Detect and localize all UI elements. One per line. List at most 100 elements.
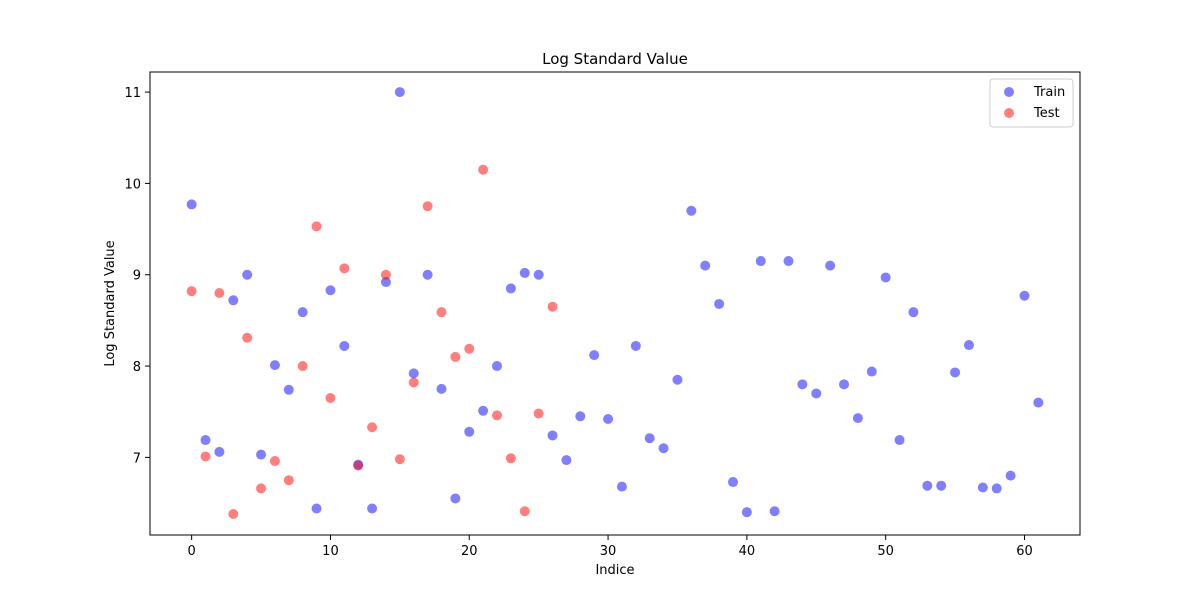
x-axis-label: Indice [595,563,634,578]
x-tick-label: 10 [322,544,339,559]
point-train-47 [839,379,850,390]
x-tick-label: 40 [739,544,756,559]
point-train-4 [242,269,253,280]
point-train-50 [880,272,891,283]
point-test-17 [422,201,433,212]
point-train-45 [811,388,822,399]
legend-label-train: Train [1033,85,1065,100]
point-test-5 [256,483,267,494]
point-train-43 [783,256,794,267]
point-train-11 [339,340,350,351]
point-train-25 [533,269,544,280]
point-test-25 [533,408,544,419]
point-test-7 [283,475,294,486]
y-tick-label: 11 [124,86,141,101]
point-test-20 [464,343,475,354]
point-test-18 [436,307,447,318]
point-test-11 [339,263,350,274]
points-layer [186,87,1044,519]
point-train-15 [394,87,405,98]
point-train-37 [700,260,711,271]
point-train-35 [672,374,683,385]
y-tick-label: 7 [133,451,141,466]
point-test-12 [353,460,364,471]
point-train-39 [727,477,738,488]
point-train-17 [422,269,433,280]
point-train-34 [658,443,669,454]
point-train-13 [367,503,378,514]
point-train-26 [547,430,558,441]
x-tick-label: 20 [461,544,478,559]
point-train-28 [575,411,586,422]
point-train-38 [714,298,725,309]
x-tick-label: 60 [1016,544,1033,559]
point-test-14 [380,269,391,280]
legend-marker-train [1004,87,1014,97]
point-train-54 [936,480,947,491]
point-train-51 [894,435,905,446]
point-train-8 [297,307,308,318]
point-train-21 [478,405,489,416]
point-test-19 [450,351,461,362]
point-test-2 [214,288,225,298]
point-train-10 [325,285,336,296]
point-test-4 [242,332,253,343]
point-train-41 [755,256,766,267]
point-train-6 [269,360,280,371]
point-test-21 [478,164,489,175]
y-axis-label: Log Standard Value [103,240,118,366]
point-train-32 [630,340,641,351]
point-train-36 [686,205,697,216]
ticks-layer: 0 10 20 30 40 50 60 7 8 9 10 11 [124,86,1032,559]
point-test-9 [311,221,322,232]
point-train-22 [492,361,503,372]
y-tick-label: 8 [133,360,141,375]
point-train-53 [922,480,933,491]
point-train-42 [769,506,780,517]
point-train-0 [186,199,197,210]
point-train-23 [505,283,516,294]
point-test-6 [269,456,280,467]
legend-label-test: Test [1033,106,1060,121]
point-train-2 [214,446,225,457]
point-train-52 [908,307,919,318]
point-test-15 [394,454,405,465]
point-test-22 [492,410,503,421]
point-test-23 [505,453,516,464]
point-train-18 [436,383,447,394]
chart-title: Log Standard Value [542,50,688,68]
point-test-8 [297,361,308,372]
point-train-44 [797,379,808,390]
point-train-16 [408,368,419,379]
point-test-24 [519,506,530,517]
point-train-33 [644,433,655,444]
point-train-14 [380,277,391,288]
point-train-1 [200,435,211,446]
point-train-24 [519,267,530,278]
point-train-40 [741,507,752,518]
point-test-3 [228,509,239,519]
legend-marker-test [1004,108,1014,118]
point-train-20 [464,426,475,437]
point-train-29 [589,350,600,361]
point-train-57 [977,482,988,493]
plot-frame [149,71,1081,536]
point-train-59 [1005,470,1016,481]
point-test-0 [186,286,197,297]
point-train-58 [991,483,1002,494]
point-test-26 [547,301,558,312]
x-tick-label: 0 [188,544,196,559]
point-train-27 [561,455,572,466]
point-test-1 [200,451,211,462]
y-tick-label: 9 [133,269,141,284]
point-train-48 [852,413,863,424]
legend: Train Test [989,78,1074,128]
point-test-13 [367,422,378,433]
point-train-9 [311,503,322,514]
x-tick-label: 30 [600,544,617,559]
point-test-10 [325,393,336,404]
x-tick-label: 50 [877,544,894,559]
point-train-49 [866,366,877,377]
point-train-3 [228,295,239,306]
